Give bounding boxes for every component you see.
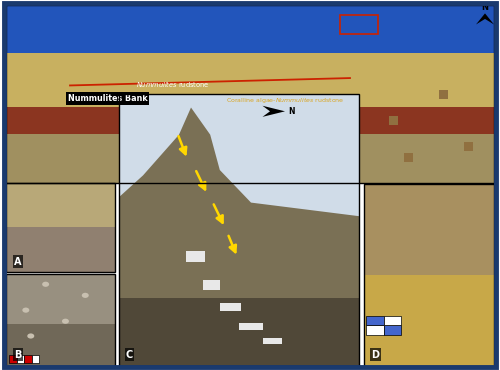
- Bar: [119, 94, 359, 366]
- Bar: [24, 355, 32, 363]
- Circle shape: [82, 293, 89, 298]
- Bar: [32, 355, 39, 363]
- Bar: [366, 325, 384, 335]
- Circle shape: [22, 307, 30, 313]
- Text: N: N: [482, 3, 488, 11]
- Bar: [6, 5, 494, 53]
- Bar: [203, 280, 220, 289]
- Bar: [239, 323, 263, 330]
- Bar: [9, 355, 16, 363]
- Bar: [364, 185, 494, 366]
- Text: Nummulites Bank: Nummulites Bank: [68, 94, 148, 103]
- Polygon shape: [262, 106, 285, 117]
- Polygon shape: [476, 13, 494, 24]
- Bar: [6, 183, 115, 272]
- Bar: [6, 227, 115, 272]
- Circle shape: [42, 282, 49, 287]
- Bar: [220, 303, 242, 311]
- Bar: [464, 142, 473, 151]
- Bar: [384, 316, 401, 325]
- Bar: [186, 252, 206, 262]
- Bar: [364, 185, 494, 366]
- Bar: [119, 94, 359, 366]
- Circle shape: [62, 319, 69, 324]
- Bar: [366, 316, 384, 325]
- Bar: [6, 183, 115, 272]
- Bar: [6, 55, 494, 184]
- Bar: [6, 53, 494, 107]
- Bar: [384, 325, 401, 335]
- Circle shape: [28, 333, 34, 339]
- Bar: [6, 274, 115, 366]
- Bar: [263, 339, 282, 344]
- Bar: [6, 324, 115, 366]
- Text: C: C: [126, 350, 133, 360]
- Text: Coralline algae-$\it{Nummulites}$ rudstone: Coralline algae-$\it{Nummulites}$ rudsto…: [226, 96, 344, 105]
- Text: $\it{Nummulites}$ rudstone: $\it{Nummulites}$ rudstone: [136, 78, 209, 88]
- Polygon shape: [119, 108, 359, 366]
- Bar: [6, 107, 494, 134]
- Bar: [364, 185, 494, 275]
- Bar: [404, 153, 412, 162]
- Bar: [340, 15, 378, 34]
- Text: B: B: [14, 350, 22, 360]
- Bar: [6, 5, 494, 184]
- Bar: [439, 90, 448, 100]
- Bar: [6, 274, 115, 366]
- Bar: [119, 297, 359, 366]
- Text: N: N: [288, 107, 294, 116]
- Text: D: D: [372, 350, 380, 360]
- Bar: [388, 116, 398, 125]
- Bar: [6, 5, 494, 184]
- Text: A: A: [14, 256, 22, 266]
- Bar: [16, 355, 24, 363]
